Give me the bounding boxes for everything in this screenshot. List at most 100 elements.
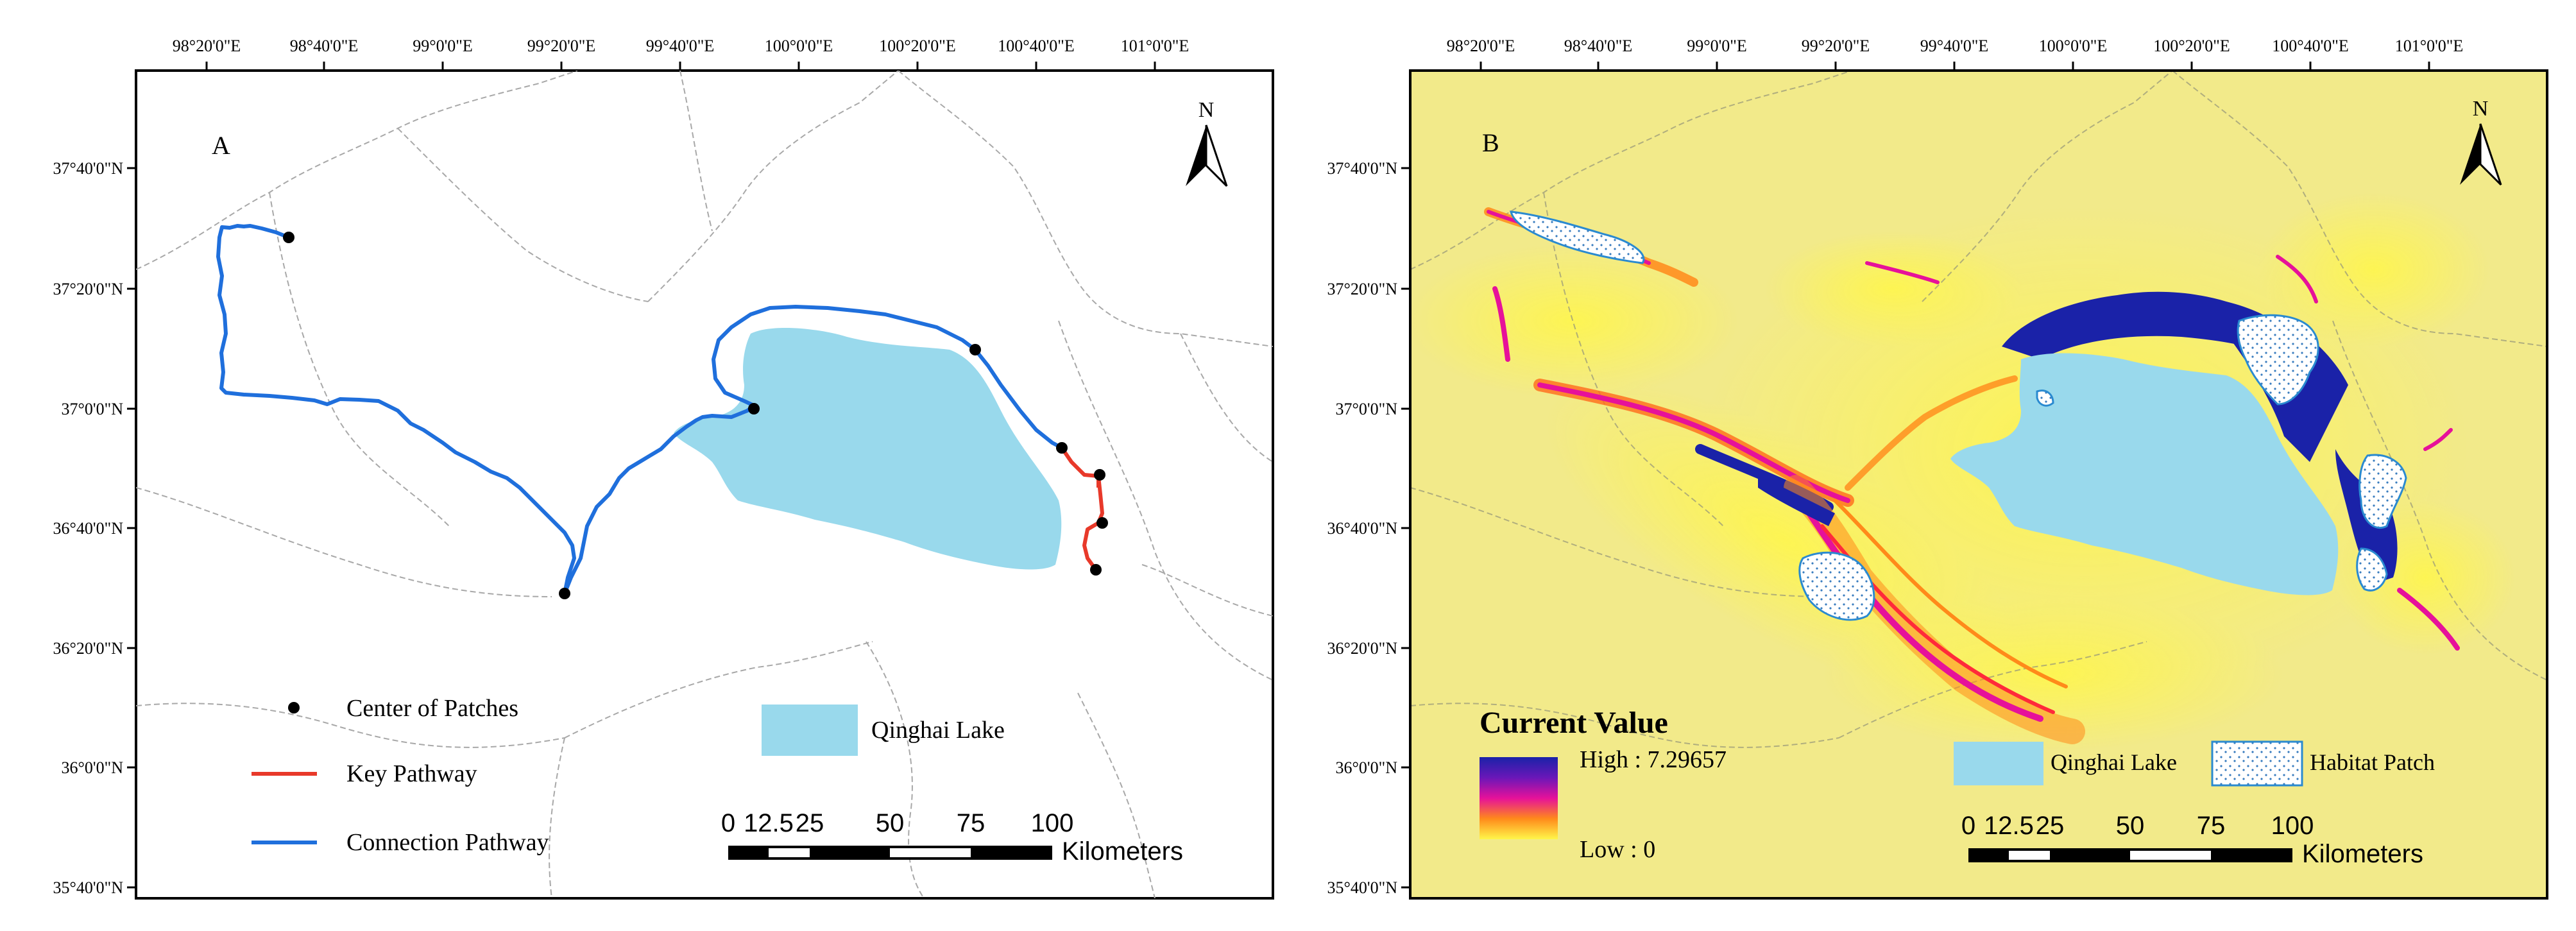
panel-b: 98°20'0"E 98°40'0"E 99°0'0"E 99°20'0"E 9…: [1327, 37, 2548, 900]
legend-lake-symbol-b: [1954, 742, 2043, 785]
legend-high-label: High : 7.29657: [1580, 746, 1727, 773]
scale-a-tick-0: 0: [721, 809, 735, 837]
tick-b-left-4: 36°20'0"N: [1327, 639, 1398, 658]
qinghai-lake: [674, 327, 1062, 570]
tick-a-left-3: 36°40'0"N: [53, 519, 124, 538]
tick-a-top-0: 98°20'0"E: [173, 37, 241, 55]
legend-b: Current Value High : 7.29657 Low : 0 Qin…: [1480, 706, 2435, 863]
qinghai-lake-b: [1950, 353, 2339, 595]
tick-b-top-7: 100°40'0"E: [2272, 37, 2349, 55]
habitat-patch: [1798, 551, 1875, 621]
scale-b-tick-3: 50: [2116, 812, 2145, 840]
habitat-patch: [2358, 454, 2407, 529]
scale-b-tick-4: 75: [2197, 812, 2226, 840]
scale-a-tick-5: 100: [1031, 809, 1074, 837]
legend-center-symbol: [288, 702, 300, 713]
panel-a-frame: [135, 69, 1274, 900]
panel-a: 98°20'0"E 98°40'0"E 99°0'0"E 99°20'0"E 9…: [53, 37, 1274, 900]
tick-a-left-2: 37°0'0"N: [62, 400, 124, 418]
habitat-patch: [2356, 547, 2388, 592]
connection-pathway-east: [973, 348, 1063, 450]
scale-a-tick-2: 25: [796, 809, 824, 837]
legend-habitat-symbol: [2211, 740, 2303, 787]
tick-a-left-5: 36°0'0"N: [62, 758, 124, 777]
panel-a-boundaries: [136, 71, 1273, 898]
scale-bar-a: 0 12.5 25 50 75 100 Kilometers: [721, 809, 1183, 866]
legend-key-label: Key Pathway: [346, 760, 477, 787]
scale-b-tick-2: 25: [2036, 812, 2065, 840]
tick-b-left-5: 36°0'0"N: [1336, 758, 1398, 777]
scale-b-tick-1: 12.5: [1984, 812, 2034, 840]
tick-b-top-1: 98°40'0"E: [1564, 37, 1633, 55]
tick-b-left-3: 36°40'0"N: [1327, 519, 1398, 538]
panel-a-label: A: [212, 131, 230, 160]
legend-habitat-label: Habitat Patch: [2310, 749, 2435, 775]
tick-a-top-2: 99°0'0"E: [413, 37, 473, 55]
tick-b-top-0: 98°20'0"E: [1447, 37, 1515, 55]
tick-a-top-4: 99°40'0"E: [646, 37, 715, 55]
tick-a-top-8: 101°0'0"E: [1121, 37, 1190, 55]
legend-lake-label-b: Qinghai Lake: [2051, 749, 2177, 775]
tick-b-top-4: 99°40'0"E: [1920, 37, 1989, 55]
tick-a-top-3: 99°20'0"E: [527, 37, 596, 55]
north-arrow-b: N: [2460, 97, 2502, 186]
key-pathway: [1060, 447, 1104, 571]
tick-a-top-1: 98°40'0"E: [290, 37, 359, 55]
legend-center-label: Center of Patches: [346, 695, 518, 722]
tick-a-left-1: 37°20'0"N: [53, 280, 124, 298]
tick-a-top-7: 100°40'0"E: [998, 37, 1075, 55]
tick-a-left-6: 35°40'0"N: [53, 878, 124, 897]
patch-center: [1096, 517, 1108, 529]
scale-bar-b: 0 12.5 25 50 75 100 Kilometers: [1961, 812, 2423, 868]
tick-b-top-8: 101°0'0"E: [2395, 37, 2464, 55]
scale-b-tick-5: 100: [2271, 812, 2314, 840]
tick-b-top-2: 99°0'0"E: [1687, 37, 1747, 55]
connection-pathway-central: [563, 305, 977, 595]
north-label-b: N: [2473, 97, 2489, 121]
scale-a-unit: Kilometers: [1062, 837, 1183, 866]
patch-center: [1056, 442, 1068, 454]
scale-a-tick-3: 50: [876, 809, 905, 837]
patch-center: [969, 344, 981, 355]
panel-b-label: B: [1482, 128, 1499, 157]
legend-current-title: Current Value: [1480, 706, 1668, 740]
tick-b-left-0: 37°40'0"N: [1327, 159, 1398, 178]
tick-a-top-6: 100°20'0"E: [879, 37, 956, 55]
connection-pathway-west: [216, 224, 576, 594]
habitat-patches: [1510, 210, 2407, 621]
legend-current-ramp: [1480, 757, 1558, 839]
habitat-patch: [1510, 210, 1645, 264]
legend-a: Center of Patches Key Pathway Connection…: [252, 695, 1005, 856]
patch-center: [748, 403, 760, 414]
legend-connection-label: Connection Pathway: [346, 829, 549, 856]
tick-b-top-6: 100°20'0"E: [2153, 37, 2230, 55]
legend-low-label: Low : 0: [1580, 836, 1655, 863]
patch-center: [559, 588, 570, 599]
legend-lake-label: Qinghai Lake: [871, 717, 1005, 744]
scale-b-unit: Kilometers: [2302, 840, 2423, 868]
tick-a-left-0: 37°40'0"N: [53, 159, 124, 178]
scale-b-tick-0: 0: [1961, 812, 1975, 840]
panel-b-frame: [1409, 69, 2548, 900]
tick-a-top-5: 100°0'0"E: [765, 37, 833, 55]
patch-center: [1094, 469, 1105, 481]
north-label-a: N: [1198, 98, 1215, 122]
current-corridors: [1484, 207, 2460, 744]
panel-a-top-ticks: [205, 62, 1156, 71]
tick-b-left-1: 37°20'0"N: [1327, 280, 1398, 298]
habitat-patch: [2036, 389, 2054, 407]
scale-a-tick-4: 75: [957, 809, 985, 837]
habitat-patch: [2237, 314, 2319, 406]
tick-b-top-3: 99°20'0"E: [1802, 37, 1870, 55]
north-arrow-a: N: [1186, 98, 1228, 187]
tick-b-top-5: 100°0'0"E: [2039, 37, 2108, 55]
patch-centers: [283, 232, 1108, 599]
patch-center: [283, 232, 294, 243]
scale-a-tick-1: 12.5: [744, 809, 794, 837]
legend-lake-symbol: [762, 705, 858, 756]
tick-b-left-2: 37°0'0"N: [1336, 400, 1398, 418]
tick-a-left-4: 36°20'0"N: [53, 639, 124, 658]
patch-center: [1090, 564, 1102, 576]
tick-b-left-6: 35°40'0"N: [1327, 878, 1398, 897]
